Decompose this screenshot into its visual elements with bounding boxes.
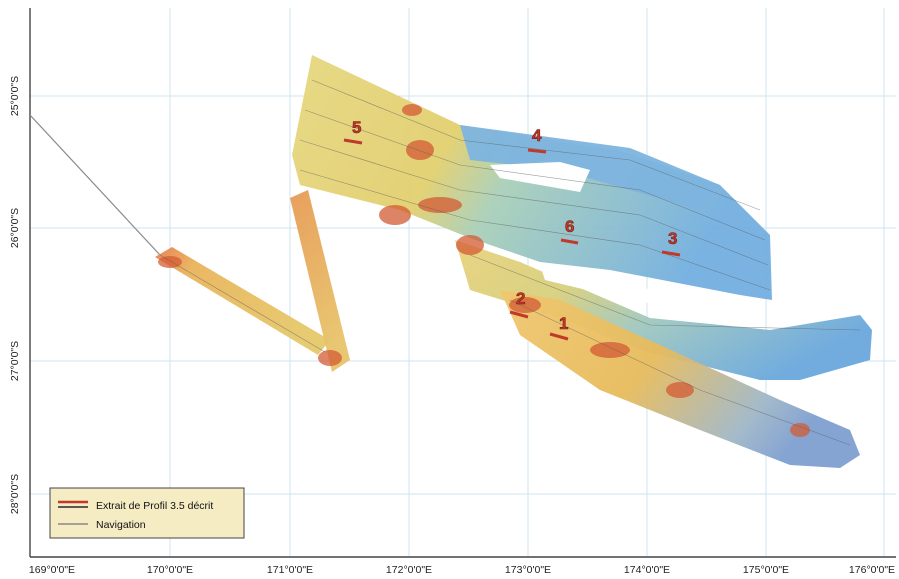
profile-extract bbox=[549, 332, 569, 341]
legend-item-profile: Extrait de Profil 3.5 décrit bbox=[58, 500, 213, 512]
seamount-feature bbox=[666, 382, 694, 398]
profile-markers: 5 4 6 3 2 1 bbox=[343, 118, 681, 341]
profile-marker-3: 3 bbox=[661, 229, 681, 257]
swath-ne-arm bbox=[460, 125, 720, 210]
lat-tick-label: 25°0'0"S bbox=[9, 76, 21, 116]
profile-marker-4: 4 bbox=[527, 126, 547, 154]
profile-marker-5: 5 bbox=[343, 118, 363, 145]
profile-extract bbox=[509, 310, 529, 319]
lon-tick-label: 170°0'0"E bbox=[147, 564, 193, 576]
ship-track bbox=[299, 169, 771, 291]
seamount-feature bbox=[318, 350, 342, 366]
profile-extract bbox=[343, 138, 363, 145]
ship-track bbox=[299, 139, 769, 266]
ship-track bbox=[304, 109, 766, 241]
profile-label-4: 4 bbox=[532, 126, 542, 145]
seamount-feature bbox=[406, 140, 434, 160]
profile-label-6: 6 bbox=[565, 217, 574, 236]
seamount-feature bbox=[402, 104, 422, 116]
ship-tracks bbox=[159, 79, 861, 446]
lon-tick-label: 172°0'0"E bbox=[386, 564, 432, 576]
swath-south bbox=[500, 290, 860, 468]
profile-extract bbox=[527, 148, 547, 154]
ship-track bbox=[159, 254, 326, 353]
profile-label-3: 3 bbox=[668, 229, 677, 248]
map-legend: Extrait de Profil 3.5 décrit Navigation bbox=[49, 487, 245, 539]
profile-label-1: 1 bbox=[559, 314, 568, 333]
seamount-feature bbox=[418, 197, 462, 213]
lon-tick-label: 176°0'0"E bbox=[849, 564, 895, 576]
lon-tick-label: 169°0'0"E bbox=[29, 564, 75, 576]
profile-extract bbox=[661, 250, 681, 257]
swath-vertical-leg bbox=[290, 190, 350, 372]
seamount-feature bbox=[590, 342, 630, 358]
seamount-feature bbox=[790, 423, 810, 437]
profile-marker-6: 6 bbox=[560, 217, 579, 245]
legend-label-profile: Extrait de Profil 3.5 décrit bbox=[96, 500, 213, 512]
seamount-feature bbox=[379, 205, 411, 225]
lon-tick-label: 171°0'0"E bbox=[267, 564, 313, 576]
ship-track bbox=[509, 299, 851, 446]
profile-label-2: 2 bbox=[516, 289, 525, 308]
profile-extract bbox=[560, 238, 579, 245]
lon-tick-label: 175°0'0"E bbox=[743, 564, 789, 576]
lon-tick-label: 174°0'0"E bbox=[624, 564, 670, 576]
lat-tick-labels: 25°0'0"S 26°0'0"S 27°0'0"S 28°0'0"S bbox=[9, 76, 21, 514]
seamount-feature bbox=[456, 235, 484, 255]
lat-tick-label: 28°0'0"S bbox=[9, 474, 21, 514]
seamount-features bbox=[158, 104, 810, 437]
swath-sw-leg bbox=[155, 247, 330, 355]
profile-marker-1: 1 bbox=[549, 314, 569, 341]
swath-gap-north bbox=[490, 162, 590, 192]
lon-tick-labels: 169°0'0"E 170°0'0"E 171°0'0"E 172°0'0"E … bbox=[29, 564, 895, 576]
profile-marker-2: 2 bbox=[509, 289, 529, 319]
swath-gap-central bbox=[540, 265, 700, 310]
swath-central bbox=[455, 240, 872, 380]
legend-box bbox=[49, 487, 245, 539]
seamount-feature bbox=[509, 297, 541, 313]
lat-tick-label: 27°0'0"S bbox=[9, 341, 21, 381]
legend-label-navigation: Navigation bbox=[96, 519, 146, 531]
ship-track bbox=[311, 79, 761, 211]
lon-tick-label: 173°0'0"E bbox=[505, 564, 551, 576]
bathymetry-swaths bbox=[155, 55, 872, 468]
seamount-feature bbox=[158, 256, 182, 268]
ship-track bbox=[469, 254, 861, 331]
profile-label-5: 5 bbox=[352, 118, 361, 137]
legend-item-navigation: Navigation bbox=[58, 519, 146, 531]
lat-tick-label: 26°0'0"S bbox=[9, 208, 21, 248]
navigation-track bbox=[29, 114, 161, 256]
